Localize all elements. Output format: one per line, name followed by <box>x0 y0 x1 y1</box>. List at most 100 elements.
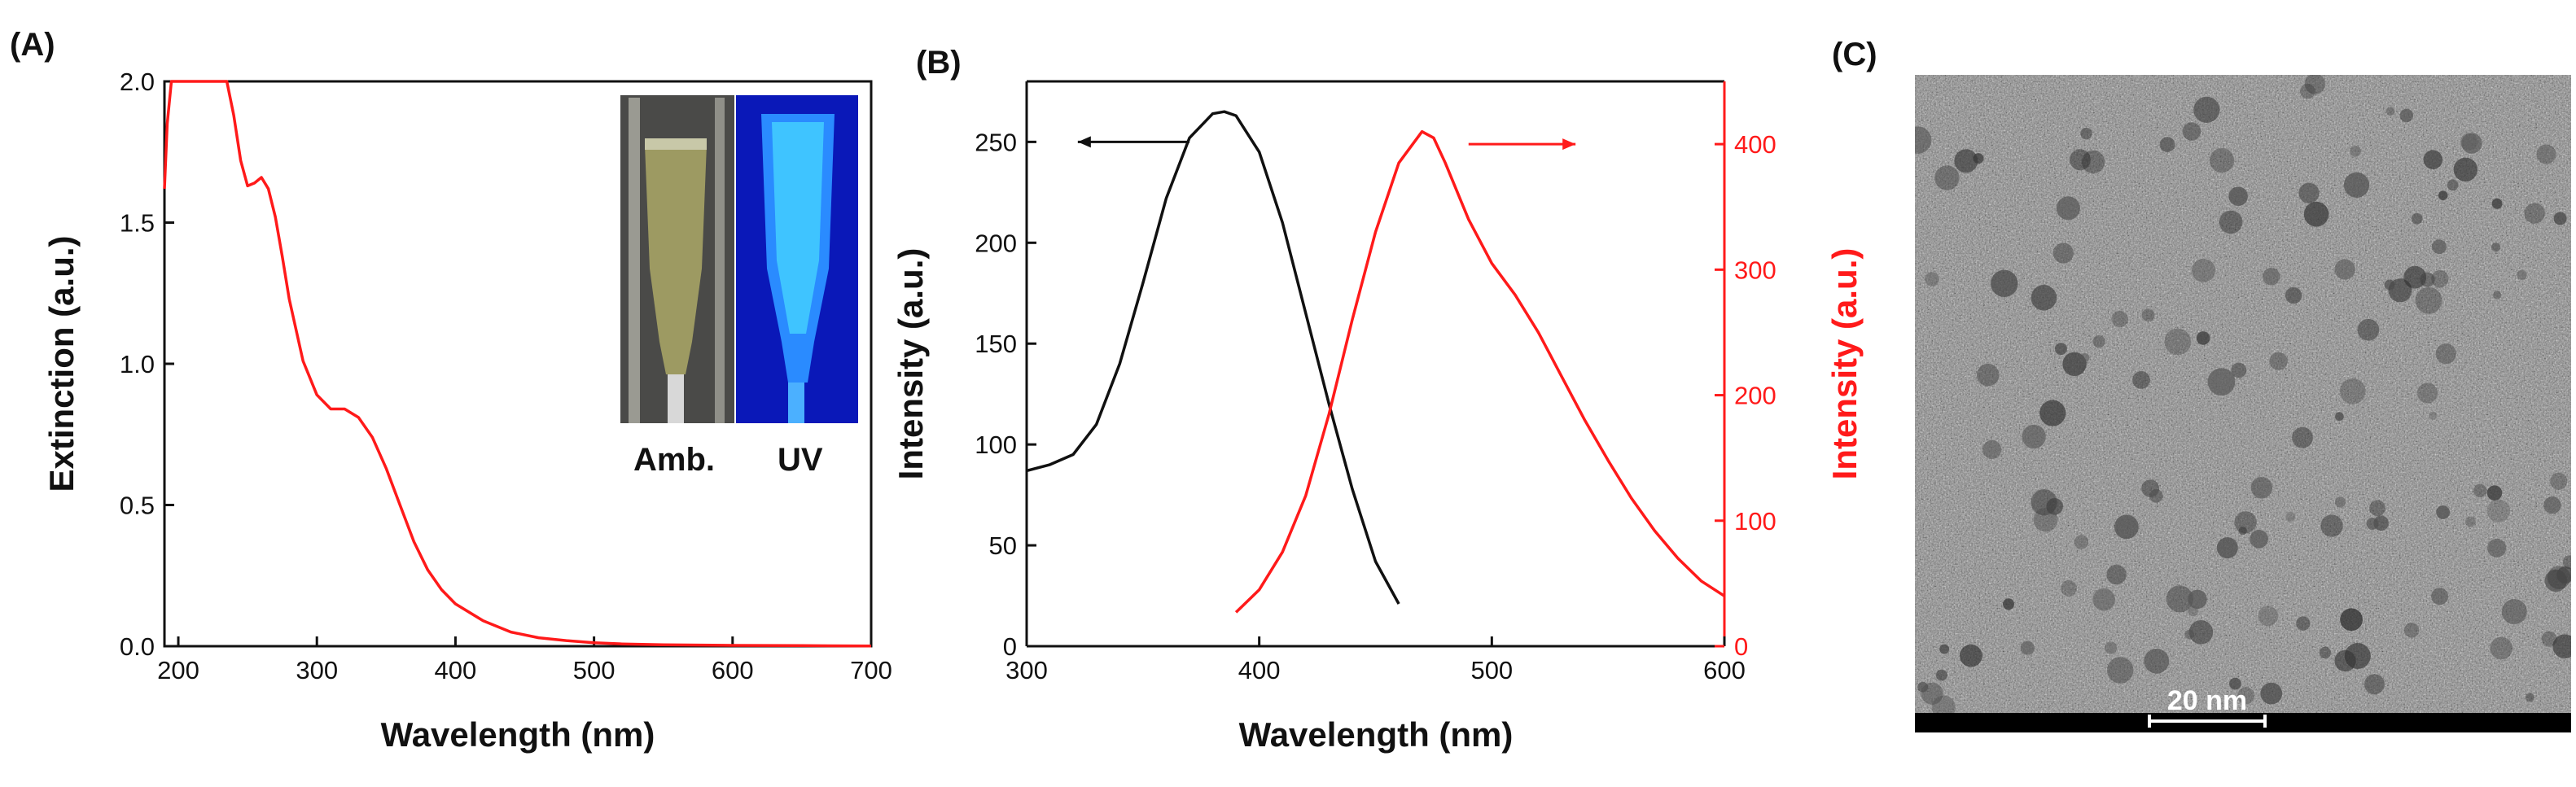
ambient-cuvette-left-wall <box>629 98 640 423</box>
tem-particle <box>2562 555 2571 570</box>
tem-particle <box>2003 598 2014 610</box>
tem-particle <box>1954 149 1978 173</box>
tem-particle <box>2081 150 2105 174</box>
tem-particle <box>2285 286 2302 304</box>
tem-particle <box>2423 150 2443 169</box>
tem-particle <box>2229 677 2241 690</box>
tem-particle <box>2357 318 2380 341</box>
tem-particle <box>1921 682 1943 705</box>
tem-particle <box>2553 212 2567 225</box>
panel-b-chart: 300 400 500 6000501001502002500100200300400… <box>892 80 1864 754</box>
tem-particle <box>1939 644 1950 654</box>
panel-b-y2-tick-label: 100 <box>1734 507 1776 536</box>
tem-particle <box>2106 564 2127 585</box>
tem-particle <box>2031 489 2057 516</box>
tem-particle <box>2111 310 2128 327</box>
tem-particle <box>2052 243 2074 264</box>
panel-b-left-y-axis-title: Intensity (a.u.) <box>892 248 930 480</box>
tem-particle <box>2238 527 2247 536</box>
tem-particle <box>2517 269 2527 280</box>
tem-particle <box>2285 512 2296 522</box>
tem-particle <box>2431 270 2449 288</box>
tem-particle <box>2465 516 2476 527</box>
tem-micrograph: 20 nm <box>1915 75 2571 732</box>
panel-b-y-tick-label: 50 <box>989 531 1017 560</box>
tem-particle <box>2501 599 2527 625</box>
tem-particle <box>2343 172 2370 198</box>
tem-particle <box>2074 535 2089 549</box>
tem-particle <box>2304 75 2325 94</box>
tem-particle <box>2159 137 2175 153</box>
ambient-cuvette-stem <box>668 374 684 423</box>
tem-particle <box>2340 608 2364 632</box>
ambient-label: Amb. <box>633 442 715 478</box>
uv-solution-core <box>772 122 824 334</box>
tem-particle <box>2431 588 2449 606</box>
tem-particle <box>2420 272 2435 287</box>
tem-particle <box>2429 411 2438 420</box>
panel-b-right-y-axis-title: Intensity (a.u.) <box>1825 248 1864 480</box>
tem-particle <box>2552 634 2571 658</box>
tem-particle <box>2491 198 2503 209</box>
tem-particle <box>2260 682 2283 705</box>
panel-b-x-tick-label: 300 <box>1005 656 1048 684</box>
tem-particle <box>2062 352 2087 376</box>
tem-particle <box>2436 505 2451 519</box>
tem-particle <box>1976 364 2000 387</box>
tem-particle <box>2550 472 2568 490</box>
tem-particle <box>2292 426 2313 448</box>
tem-particle <box>2039 400 2066 426</box>
tem-particle <box>1935 669 1947 681</box>
panel-a-y-tick-label: 2.0 <box>120 68 155 96</box>
tem-particle <box>2473 483 2487 498</box>
panel-a-x-tick-label: 600 <box>712 656 754 684</box>
cuvette-inset-photo: Amb. UV <box>620 95 858 478</box>
panel-b-x-tick-label: 400 <box>1238 656 1281 684</box>
tem-particle <box>2335 412 2344 422</box>
panel-b-emission-line <box>1234 129 1725 614</box>
tem-particle <box>2184 629 2195 640</box>
panel-a-y-axis-title: Extinction (a.u.) <box>42 236 81 492</box>
panel-b-y-tick-label: 250 <box>975 128 1017 156</box>
tem-particle <box>2298 182 2320 203</box>
tem-particle <box>2541 631 2557 647</box>
panel-c-label: (C) <box>1832 37 1877 72</box>
tem-particle <box>2092 335 2105 348</box>
tem-particle <box>2319 646 2332 659</box>
tem-particle <box>2188 606 2199 617</box>
tem-particle <box>1925 272 1939 286</box>
tem-particle <box>2056 196 2080 221</box>
panel-a-ticks: 200 300 400 500 600 700 0.0 0.5 1.0 1.5 2.0 <box>120 68 892 684</box>
tem-particle <box>2216 537 2238 559</box>
tem-particle <box>2547 566 2571 589</box>
tem-particle <box>2149 489 2163 503</box>
panel-a-chart: 200 300 400 500 600 700 0.0 0.5 1.0 1.5 2.0 Amb. U… <box>42 68 892 754</box>
panel-b-y-tick-label: 0 <box>1003 632 1017 661</box>
tem-particle <box>2144 648 2170 674</box>
tem-particle <box>2334 259 2355 280</box>
tem-particle <box>2022 424 2046 449</box>
panel-b-series <box>1026 110 1725 614</box>
tem-particle <box>2403 265 2427 289</box>
panel-a-series <box>163 80 872 648</box>
tem-particle <box>2020 641 2035 655</box>
tem-particle <box>2493 291 2502 299</box>
tem-particle <box>2300 83 2315 99</box>
tem-particle <box>2105 641 2118 654</box>
tem-particle <box>2231 362 2247 378</box>
tem-particle <box>2033 507 2058 532</box>
tem-particle <box>2364 674 2385 695</box>
panel-a-x-tick-label: 500 <box>573 656 616 684</box>
tem-particle <box>1934 165 1960 190</box>
tem-grain <box>1915 75 2571 713</box>
tem-particle <box>1991 269 2018 297</box>
tem-particle <box>2228 186 2248 206</box>
panel-b-y2-tick-label: 300 <box>1734 256 1776 284</box>
tem-particle <box>2366 518 2379 530</box>
tem-particle <box>2061 579 2078 597</box>
tem-particle <box>2435 343 2456 365</box>
tem-particle <box>2350 145 2361 157</box>
tem-particle <box>2447 179 2459 191</box>
ambient-solution <box>645 145 707 374</box>
tem-particle <box>2263 268 2280 286</box>
